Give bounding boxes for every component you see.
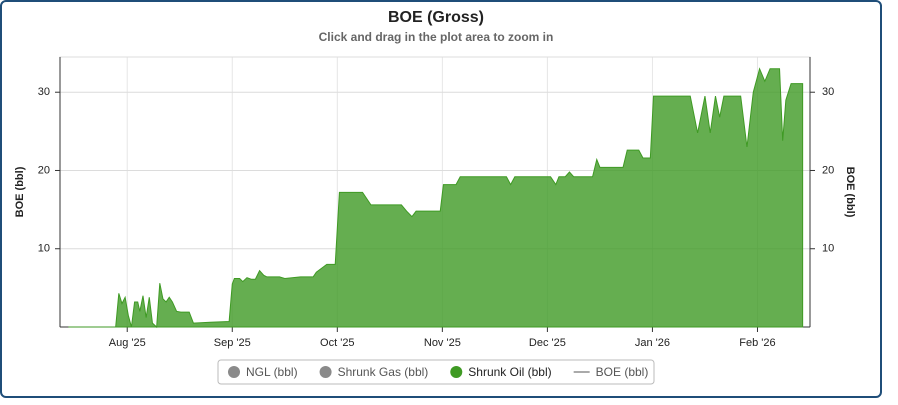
- legend-label[interactable]: BOE (bbl): [596, 365, 649, 379]
- x-tick-label: Dec '25: [529, 337, 566, 349]
- x-tick-label: Aug '25: [109, 337, 146, 349]
- legend-marker[interactable]: [228, 366, 240, 378]
- legend-label[interactable]: Shrunk Gas (bbl): [338, 365, 429, 379]
- legend-label[interactable]: Shrunk Oil (bbl): [468, 365, 551, 379]
- x-tick-label: Feb '26: [739, 337, 775, 349]
- x-tick-label: Sep '25: [214, 337, 251, 349]
- y-axis-title: BOE (bbl): [14, 166, 26, 217]
- y-tick-label: 30: [38, 86, 50, 98]
- legend-box: [217, 359, 655, 385]
- y2-tick-label: 20: [822, 164, 834, 176]
- y2-axis-title: BOE (bbl): [844, 167, 856, 218]
- chart-subtitle: Click and drag in the plot area to zoom …: [319, 30, 554, 44]
- x-tick-label: Nov '25: [424, 337, 461, 349]
- x-tick-label: Jan '26: [635, 337, 670, 349]
- chart-title: BOE (Gross): [388, 9, 484, 26]
- area: [68, 67, 804, 329]
- y-tick-label: 10: [38, 243, 50, 255]
- y2-tick-label: 10: [822, 243, 834, 255]
- y-tick-label: 20: [38, 164, 50, 176]
- legend-marker[interactable]: [450, 366, 463, 378]
- legend-marker[interactable]: [319, 366, 332, 378]
- y2-tick-label: 30: [822, 86, 834, 98]
- x-tick-label: Oct '25: [320, 337, 355, 349]
- legend-label[interactable]: NGL (bbl): [246, 365, 298, 379]
